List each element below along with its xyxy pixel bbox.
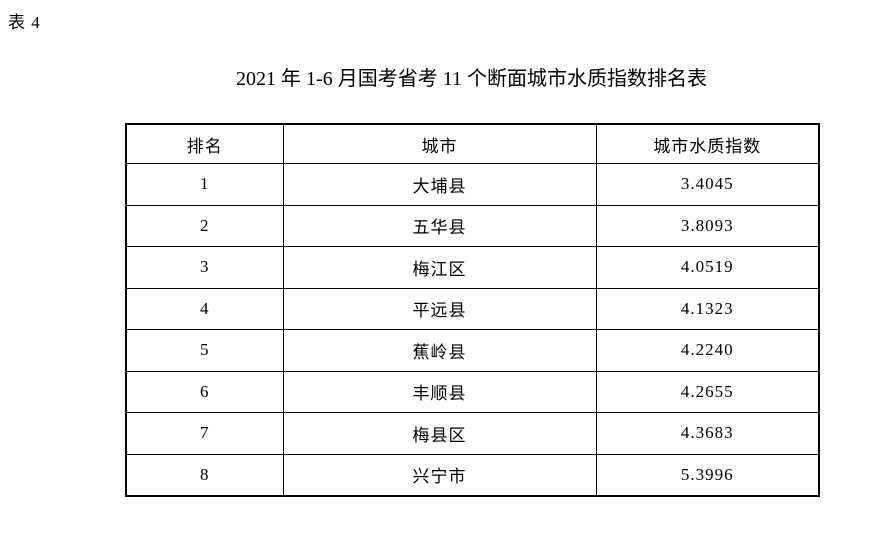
cell-index: 4.3683 — [595, 412, 820, 455]
cell-rank: 6 — [125, 370, 284, 413]
cell-index: 4.1323 — [595, 287, 820, 330]
water-quality-ranking-table: 排名 城市 城市水质指数 1 大埔县 3.4045 2 五华县 3.8093 3… — [125, 123, 820, 497]
cell-index: 4.2240 — [595, 329, 820, 372]
cell-index: 3.8093 — [595, 204, 820, 247]
cell-index: 3.4045 — [595, 163, 820, 206]
cell-index: 4.2655 — [595, 370, 820, 413]
column-header-rank: 排名 — [125, 123, 284, 164]
table-row: 3 梅江区 4.0519 — [125, 246, 820, 289]
table-row: 7 梅县区 4.3683 — [125, 412, 820, 455]
table-row: 5 蕉岭县 4.2240 — [125, 329, 820, 372]
column-header-city: 城市 — [282, 123, 597, 164]
cell-city: 梅县区 — [282, 412, 597, 455]
table-row: 4 平远县 4.1323 — [125, 287, 820, 330]
cell-rank: 4 — [125, 287, 284, 330]
cell-index: 5.3996 — [595, 453, 820, 497]
cell-rank: 7 — [125, 412, 284, 455]
cell-city: 梅江区 — [282, 246, 597, 289]
column-header-index: 城市水质指数 — [595, 123, 820, 164]
table-header-row: 排名 城市 城市水质指数 — [125, 123, 820, 164]
page-title: 2021 年 1-6 月国考省考 11 个断面城市水质指数排名表 — [236, 68, 707, 90]
cell-city: 大埔县 — [282, 163, 597, 206]
cell-rank: 2 — [125, 204, 284, 247]
table-number-label: 表 4 — [8, 13, 41, 32]
table-row: 2 五华县 3.8093 — [125, 204, 820, 247]
cell-city: 五华县 — [282, 204, 597, 247]
cell-rank: 1 — [125, 163, 284, 206]
table-row: 1 大埔县 3.4045 — [125, 163, 820, 206]
cell-rank: 8 — [125, 453, 284, 497]
cell-index: 4.0519 — [595, 246, 820, 289]
table-row: 8 兴宁市 5.3996 — [125, 453, 820, 497]
cell-city: 兴宁市 — [282, 453, 597, 497]
cell-rank: 5 — [125, 329, 284, 372]
cell-city: 蕉岭县 — [282, 329, 597, 372]
cell-rank: 3 — [125, 246, 284, 289]
cell-city: 平远县 — [282, 287, 597, 330]
table-row: 6 丰顺县 4.2655 — [125, 370, 820, 413]
cell-city: 丰顺县 — [282, 370, 597, 413]
